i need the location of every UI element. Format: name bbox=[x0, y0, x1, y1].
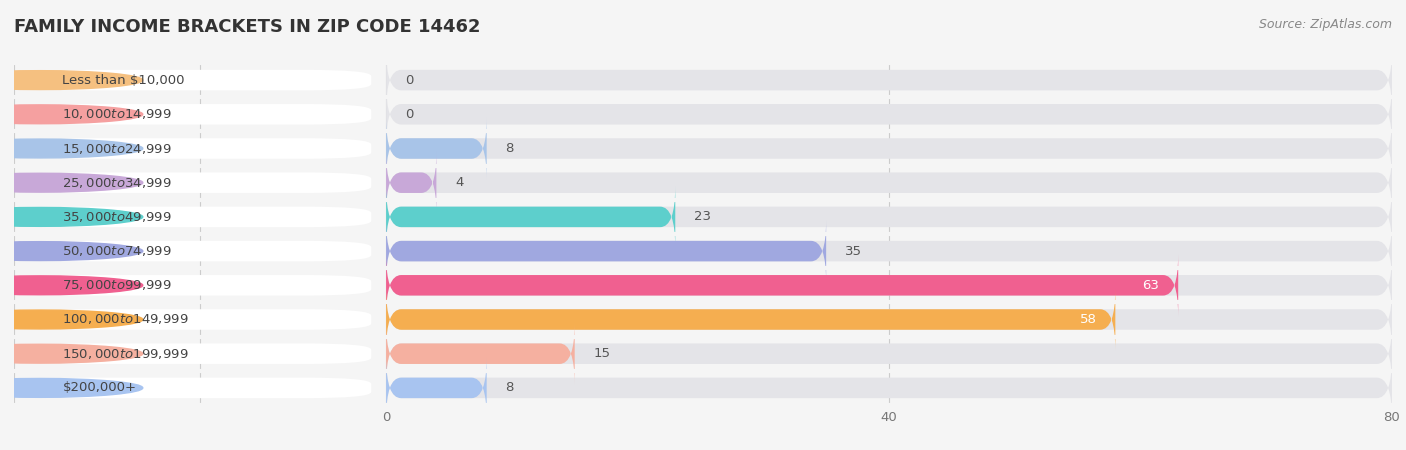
FancyBboxPatch shape bbox=[387, 323, 575, 384]
Text: $35,000 to $49,999: $35,000 to $49,999 bbox=[62, 210, 172, 224]
FancyBboxPatch shape bbox=[387, 255, 1392, 316]
Circle shape bbox=[0, 71, 143, 90]
Circle shape bbox=[0, 378, 143, 397]
FancyBboxPatch shape bbox=[30, 309, 371, 330]
Text: Source: ZipAtlas.com: Source: ZipAtlas.com bbox=[1258, 18, 1392, 31]
Text: $75,000 to $99,999: $75,000 to $99,999 bbox=[62, 278, 172, 293]
Text: 58: 58 bbox=[1080, 313, 1097, 326]
FancyBboxPatch shape bbox=[387, 186, 1392, 248]
Text: 8: 8 bbox=[506, 382, 515, 394]
FancyBboxPatch shape bbox=[30, 378, 371, 398]
FancyBboxPatch shape bbox=[30, 207, 371, 227]
FancyBboxPatch shape bbox=[30, 104, 371, 125]
FancyBboxPatch shape bbox=[30, 343, 371, 364]
Text: FAMILY INCOME BRACKETS IN ZIP CODE 14462: FAMILY INCOME BRACKETS IN ZIP CODE 14462 bbox=[14, 18, 481, 36]
FancyBboxPatch shape bbox=[30, 172, 371, 193]
FancyBboxPatch shape bbox=[30, 138, 371, 159]
FancyBboxPatch shape bbox=[387, 289, 1392, 350]
Circle shape bbox=[0, 207, 143, 226]
Circle shape bbox=[0, 344, 143, 363]
FancyBboxPatch shape bbox=[30, 70, 371, 90]
FancyBboxPatch shape bbox=[387, 220, 827, 282]
Circle shape bbox=[0, 242, 143, 261]
FancyBboxPatch shape bbox=[387, 152, 436, 213]
FancyBboxPatch shape bbox=[30, 275, 371, 296]
FancyBboxPatch shape bbox=[387, 255, 1178, 316]
Text: $15,000 to $24,999: $15,000 to $24,999 bbox=[62, 141, 172, 156]
Text: $50,000 to $74,999: $50,000 to $74,999 bbox=[62, 244, 172, 258]
Circle shape bbox=[0, 276, 143, 295]
Text: 23: 23 bbox=[695, 211, 711, 223]
Circle shape bbox=[0, 105, 143, 124]
FancyBboxPatch shape bbox=[387, 50, 1392, 111]
Text: $200,000+: $200,000+ bbox=[62, 382, 136, 394]
FancyBboxPatch shape bbox=[387, 152, 1392, 213]
Text: Less than $10,000: Less than $10,000 bbox=[62, 74, 186, 86]
FancyBboxPatch shape bbox=[387, 357, 1392, 418]
Text: 35: 35 bbox=[845, 245, 862, 257]
Text: $25,000 to $34,999: $25,000 to $34,999 bbox=[62, 176, 172, 190]
FancyBboxPatch shape bbox=[387, 118, 486, 179]
Circle shape bbox=[0, 139, 143, 158]
Text: 0: 0 bbox=[405, 74, 413, 86]
FancyBboxPatch shape bbox=[387, 357, 486, 418]
Circle shape bbox=[0, 173, 143, 192]
Text: 63: 63 bbox=[1143, 279, 1160, 292]
Text: 15: 15 bbox=[593, 347, 610, 360]
FancyBboxPatch shape bbox=[387, 186, 675, 248]
Text: $10,000 to $14,999: $10,000 to $14,999 bbox=[62, 107, 172, 122]
Circle shape bbox=[0, 310, 143, 329]
FancyBboxPatch shape bbox=[387, 84, 1392, 145]
Text: $100,000 to $149,999: $100,000 to $149,999 bbox=[62, 312, 188, 327]
FancyBboxPatch shape bbox=[30, 241, 371, 261]
Text: $150,000 to $199,999: $150,000 to $199,999 bbox=[62, 346, 188, 361]
Text: 0: 0 bbox=[405, 108, 413, 121]
FancyBboxPatch shape bbox=[387, 220, 1392, 282]
FancyBboxPatch shape bbox=[387, 118, 1392, 179]
Text: 4: 4 bbox=[456, 176, 464, 189]
Text: 8: 8 bbox=[506, 142, 515, 155]
FancyBboxPatch shape bbox=[387, 323, 1392, 384]
FancyBboxPatch shape bbox=[387, 289, 1115, 350]
